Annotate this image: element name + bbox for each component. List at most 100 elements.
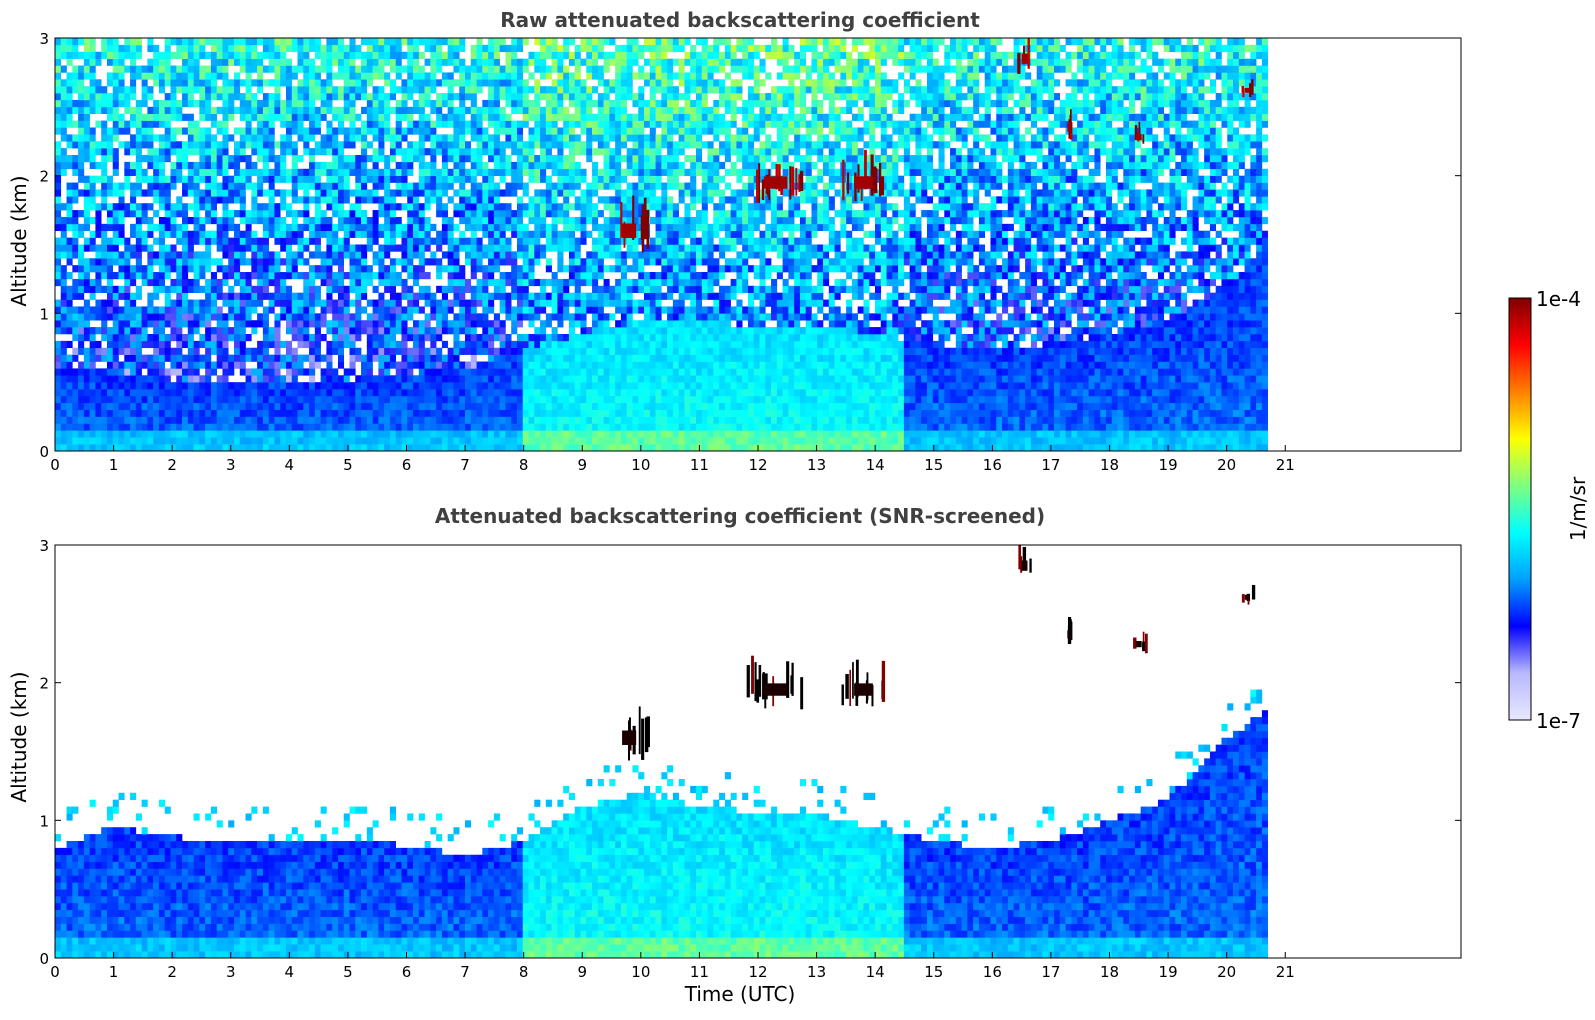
y-tick-label: 2 bbox=[39, 168, 49, 186]
cloud-streak bbox=[855, 659, 859, 697]
x-tick-label: 3 bbox=[226, 456, 236, 474]
colorbar: 1e-4 1e-7 1/m/sr bbox=[1508, 287, 1590, 733]
x-tick-label: 2 bbox=[167, 456, 177, 474]
cloud-core bbox=[1244, 594, 1250, 600]
heatmap-area bbox=[55, 545, 1268, 958]
cloud-streak bbox=[754, 662, 757, 702]
colorbar-unit-label: 1/m/sr bbox=[1566, 476, 1590, 541]
cloud-core bbox=[854, 683, 873, 696]
cloud-streak bbox=[849, 669, 851, 706]
cloud-streak bbox=[644, 717, 649, 753]
cloud-core bbox=[1021, 560, 1028, 571]
x-tick-label: 19 bbox=[1159, 456, 1178, 474]
x-tick-label: 8 bbox=[519, 963, 529, 981]
cloud-streak bbox=[1251, 79, 1254, 95]
cloud-streak bbox=[1249, 83, 1252, 98]
cloud-streak bbox=[798, 174, 801, 192]
x-tick-label: 9 bbox=[577, 456, 587, 474]
cloud-streak bbox=[786, 661, 790, 698]
x-tick-label: 18 bbox=[1100, 963, 1119, 981]
y-tick-label: 2 bbox=[39, 675, 49, 693]
cloud-core bbox=[622, 223, 637, 238]
cloud-streak bbox=[852, 662, 854, 699]
y-axis-label: Altitude (km) bbox=[7, 671, 31, 802]
x-tick-label: 2 bbox=[167, 963, 177, 981]
colorbar-max-label: 1e-4 bbox=[1536, 287, 1581, 311]
x-tick-label: 7 bbox=[460, 456, 470, 474]
x-tick-label: 15 bbox=[924, 456, 943, 474]
chart-title: Attenuated backscattering coefficient (S… bbox=[435, 504, 1045, 528]
x-tick-label: 13 bbox=[807, 963, 826, 981]
x-tick-label: 20 bbox=[1217, 963, 1236, 981]
colorbar-min-label: 1e-7 bbox=[1536, 709, 1581, 733]
cloud-streak bbox=[791, 166, 795, 195]
cloud-streak bbox=[756, 169, 759, 203]
cloud-streak bbox=[878, 162, 882, 197]
x-tick-label: 16 bbox=[983, 456, 1002, 474]
x-tick-label: 19 bbox=[1159, 963, 1178, 981]
x-tick-label: 17 bbox=[1041, 963, 1060, 981]
x-tick-label: 8 bbox=[519, 456, 529, 474]
cloud-streak bbox=[789, 166, 792, 200]
cloud-streak bbox=[620, 201, 623, 238]
cloud-streak bbox=[791, 662, 794, 696]
cloud-streak bbox=[1251, 584, 1256, 600]
cloud-streak bbox=[746, 665, 750, 698]
cloud-streak bbox=[870, 154, 874, 196]
x-tick-label: 6 bbox=[402, 456, 412, 474]
x-tick-label: 12 bbox=[748, 456, 767, 474]
x-tick-label: 17 bbox=[1041, 456, 1060, 474]
cloud-streak bbox=[1017, 52, 1021, 74]
x-tick-label: 5 bbox=[343, 963, 353, 981]
cloud-streak bbox=[1142, 134, 1145, 144]
cloud-streak bbox=[847, 172, 850, 194]
cloud-core bbox=[763, 683, 788, 696]
cloud-streak bbox=[1138, 121, 1141, 141]
x-tick-label: 0 bbox=[50, 963, 60, 981]
cloud-streak bbox=[632, 195, 635, 240]
x-tick-label: 4 bbox=[285, 456, 295, 474]
cloud-streak bbox=[864, 149, 867, 190]
cloud-streak bbox=[641, 225, 645, 253]
y-axis: 0 1 2 3 bbox=[39, 537, 1461, 968]
cloud-core bbox=[763, 176, 788, 189]
cloud-streak bbox=[1022, 546, 1027, 570]
x-tick-label: 14 bbox=[866, 963, 885, 981]
y-axis-label: Altitude (km) bbox=[7, 175, 31, 306]
x-axis: 0 1 2 3 4 5 6 7 8 9 10 11 12 13 14 15 16 17 18 19 20 21 bbox=[50, 445, 1295, 474]
cloud-streak bbox=[1070, 109, 1072, 134]
cloud-streak bbox=[841, 684, 844, 706]
x-tick-label: 10 bbox=[631, 456, 650, 474]
y-tick-label: 1 bbox=[39, 305, 49, 323]
x-axis: 0 1 2 3 4 5 6 7 8 9 10 11 12 13 14 15 16 17 18 19 20 21 bbox=[50, 952, 1295, 981]
y-axis: 0 1 2 3 bbox=[39, 30, 1461, 461]
cloud-streak bbox=[758, 665, 762, 697]
x-tick-label: 1 bbox=[109, 963, 119, 981]
x-tick-label: 10 bbox=[631, 963, 650, 981]
x-tick-label: 21 bbox=[1276, 963, 1295, 981]
x-tick-label: 9 bbox=[577, 963, 587, 981]
cloud-streak bbox=[762, 673, 766, 700]
x-tick-label: 11 bbox=[690, 456, 709, 474]
y-tick-label: 3 bbox=[39, 537, 49, 555]
cloud-streak bbox=[1247, 595, 1250, 605]
cloud-streak bbox=[1027, 38, 1030, 69]
cloud-streak bbox=[800, 677, 804, 710]
cloud-streak bbox=[756, 679, 760, 703]
x-tick-label: 15 bbox=[924, 963, 943, 981]
cloud-streak bbox=[758, 163, 761, 203]
cloud-streak bbox=[1029, 558, 1032, 573]
x-tick-label: 6 bbox=[402, 963, 412, 981]
x-tick-label: 14 bbox=[866, 456, 885, 474]
cloud-streak bbox=[881, 660, 886, 702]
y-tick-label: 0 bbox=[39, 443, 49, 461]
cloud-streak bbox=[1142, 631, 1145, 647]
x-tick-label: 4 bbox=[285, 963, 295, 981]
cloud-core bbox=[622, 730, 637, 745]
x-tick-label: 11 bbox=[690, 963, 709, 981]
cloud-streak bbox=[1018, 545, 1021, 570]
x-tick-label: 1 bbox=[109, 456, 119, 474]
cloud-streak bbox=[1241, 594, 1245, 603]
x-tick-label: 7 bbox=[460, 963, 470, 981]
cloud-streak bbox=[872, 166, 877, 191]
